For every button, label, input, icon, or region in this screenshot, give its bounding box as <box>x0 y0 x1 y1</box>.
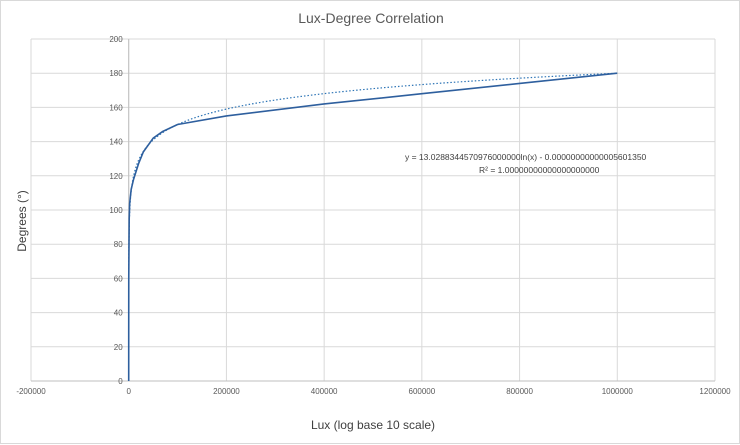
trendline-dotted <box>128 72 618 381</box>
y-tick-labels: 0 20 40 60 80 100 120 140 160 180 200 <box>109 35 123 386</box>
x-tick-label: 1200000 <box>699 387 731 396</box>
x-tick-label: 200000 <box>213 387 240 396</box>
y-tick-label: 160 <box>109 103 123 112</box>
trendline-r-squared: R² = 1.00000000000000000000 <box>479 165 600 175</box>
y-tick-label: 60 <box>114 274 123 283</box>
gridlines <box>30 38 716 381</box>
x-tick-label: 1000000 <box>602 387 634 396</box>
x-tick-label: -200000 <box>16 387 46 396</box>
y-tick-label: 0 <box>118 377 123 386</box>
x-tick-labels: -200000 0 200000 400000 600000 800000 1000000 1… <box>16 387 731 396</box>
x-axis-title: Lux (log base 10 scale) <box>311 418 435 432</box>
x-tick-label: 600000 <box>409 387 436 396</box>
y-tick-label: 140 <box>109 138 123 147</box>
y-tick-label: 20 <box>114 343 123 352</box>
x-tick-label: 0 <box>126 387 131 396</box>
chart-title: Lux-Degree Correlation <box>298 10 444 26</box>
y-tick-label: 180 <box>109 69 123 78</box>
trendline-equation: y = 13.0288344570976000000ln(x) - 0.0000… <box>405 152 647 162</box>
y-axis-title: Degrees (°) <box>15 190 29 251</box>
y-tick-label: 40 <box>114 309 123 318</box>
y-tick-label: 120 <box>109 172 123 181</box>
plot-area <box>127 72 618 382</box>
data-series-line <box>127 72 618 382</box>
y-tick-label: 100 <box>109 206 123 215</box>
x-tick-label: 800000 <box>506 387 533 396</box>
x-tick-label: 400000 <box>311 387 338 396</box>
y-tick-label: 200 <box>109 35 123 44</box>
y-tick-label: 80 <box>114 240 123 249</box>
